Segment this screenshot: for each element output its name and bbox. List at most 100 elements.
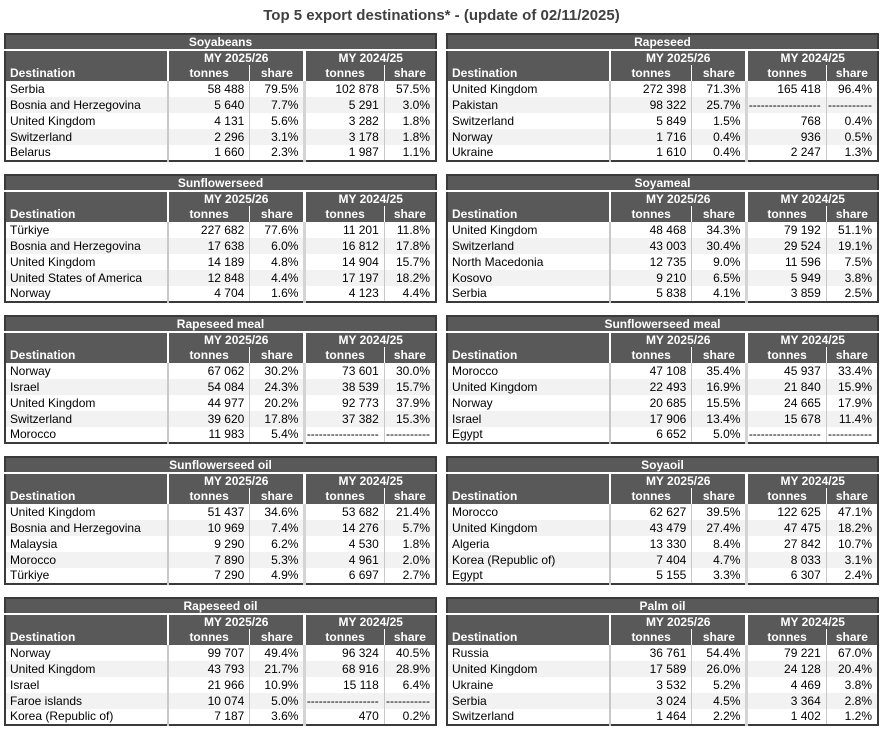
tonnes-2024-25-cell: 21 840 xyxy=(745,379,827,395)
share-2024-25-cell: 7.5% xyxy=(825,254,878,270)
destination-header: Destination xyxy=(447,629,610,645)
share-2024-25-cell: 5.7% xyxy=(383,520,436,536)
table-row: Egypt 6 652 5.0% ------------------ ----… xyxy=(447,427,878,443)
destination-header: Destination xyxy=(5,65,168,81)
table-body: Serbia 58 488 79.5% 102 878 57.5% Bosnia… xyxy=(5,81,436,161)
share-2025-26-cell: 7.7% xyxy=(249,97,305,113)
column-header-row: Destination tonnes share tonnes share xyxy=(5,629,436,645)
tonnes-2024-25-cell: 79 192 xyxy=(745,222,827,238)
commodity-table: Soyaoil MY 2025/26 MY 2024/25 Destinatio… xyxy=(446,456,879,585)
share-2025-26-cell: 25.7% xyxy=(691,97,747,113)
tonnes-2025-26-cell: 7 290 xyxy=(166,568,250,584)
share-2024-25-cell: ----------- xyxy=(383,693,436,709)
share-2024-25-cell: 19.1% xyxy=(825,238,878,254)
tonnes-2024-25-cell: 4 469 xyxy=(745,677,827,693)
tonnes-2024-25-cell: 470 xyxy=(303,709,385,725)
share-2024-25-cell: 15.7% xyxy=(383,254,436,270)
destination-cell: Türkiye xyxy=(10,222,50,237)
table-row: Switzerland 5 849 1.5% 768 0.4% xyxy=(447,113,878,129)
column-header-row: Destination tonnes share tonnes share xyxy=(447,488,878,504)
table-body: Türkiye 227 682 77.6% 11 201 11.8% Bosni… xyxy=(5,222,436,302)
tonnes-2025-26-cell: 99 707 xyxy=(166,645,250,661)
destination-cell: Switzerland xyxy=(452,113,515,128)
table-title-row: Sunflowerseed oil xyxy=(5,457,436,474)
share-2025-26-header: share xyxy=(691,206,747,222)
spacer-cell xyxy=(5,50,168,65)
share-2024-25-cell: 1.3% xyxy=(825,145,878,161)
tonnes-2025-26-cell: 44 977 xyxy=(166,395,250,411)
share-2025-26-cell: 5.3% xyxy=(249,552,305,568)
commodity-table: Rapeseed meal MY 2025/26 MY 2024/25 Dest… xyxy=(4,315,437,444)
tonnes-2024-25-cell: 4 123 xyxy=(303,286,385,302)
share-2024-25-cell: 2.0% xyxy=(383,552,436,568)
tonnes-2025-26-cell: 17 589 xyxy=(608,661,692,677)
table-title-row: Sunflowerseed meal xyxy=(447,316,878,333)
tonnes-2025-26-cell: 1 716 xyxy=(608,129,692,145)
my-2025-26-header: MY 2025/26 xyxy=(166,614,305,629)
table-body: Morocco 62 627 39.5% 122 625 47.1% Unite… xyxy=(447,504,878,584)
tonnes-2024-25-cell: 5 949 xyxy=(745,270,827,286)
share-2025-26-cell: 17.8% xyxy=(249,411,305,427)
tonnes-2024-25-cell: 2 247 xyxy=(745,145,827,161)
tonnes-2024-25-cell: 936 xyxy=(745,129,827,145)
share-2025-26-header: share xyxy=(249,347,305,363)
share-2024-25-header: share xyxy=(383,488,436,504)
tonnes-2025-26-cell: 20 685 xyxy=(608,395,692,411)
spacer-cell xyxy=(447,473,610,488)
tonnes-2024-25-cell: 15 678 xyxy=(745,411,827,427)
table-row: Algeria 13 330 8.4% 27 842 10.7% xyxy=(447,536,878,552)
spacer-cell xyxy=(447,50,610,65)
tonnes-2024-25-header: tonnes xyxy=(745,206,827,222)
share-2025-26-cell: 6.5% xyxy=(691,270,747,286)
table-title: Sunflowerseed oil xyxy=(5,457,436,474)
share-2025-26-cell: 8.4% xyxy=(691,536,747,552)
destination-cell: Korea (Republic of) xyxy=(10,709,114,723)
share-2025-26-cell: 16.9% xyxy=(691,379,747,395)
commodity-table: Sunflowerseed meal MY 2025/26 MY 2024/25… xyxy=(446,315,879,444)
destination-header: Destination xyxy=(447,206,610,222)
share-2025-26-cell: 35.4% xyxy=(691,363,747,379)
my-2025-26-header: MY 2025/26 xyxy=(166,473,305,488)
column-header-row: Destination tonnes share tonnes share xyxy=(5,347,436,363)
marketing-year-header-row: MY 2025/26 MY 2024/25 xyxy=(5,191,436,206)
tonnes-2025-26-cell: 2 296 xyxy=(166,129,250,145)
share-2025-26-header: share xyxy=(249,629,305,645)
table-title-row: Soyameal xyxy=(447,175,878,192)
my-2025-26-header: MY 2025/26 xyxy=(166,191,305,206)
marketing-year-header-row: MY 2025/26 MY 2024/25 xyxy=(5,473,436,488)
destination-cell: Bosnia and Herzegovina xyxy=(10,238,141,253)
table-row: Malaysia 9 290 6.2% 4 530 1.8% xyxy=(5,536,436,552)
my-2024-25-header: MY 2024/25 xyxy=(745,614,878,629)
share-2024-25-header: share xyxy=(383,206,436,222)
spacer-cell xyxy=(447,191,610,206)
share-2024-25-cell: 0.2% xyxy=(383,709,436,725)
share-2025-26-cell: 4.5% xyxy=(691,693,747,709)
tonnes-2025-26-cell: 9 210 xyxy=(608,270,692,286)
share-2025-26-header: share xyxy=(249,206,305,222)
share-2025-26-cell: 1.5% xyxy=(691,113,747,129)
table-body: United Kingdom 51 437 34.6% 53 682 21.4%… xyxy=(5,504,436,584)
commodity-table: Palm oil MY 2025/26 MY 2024/25 Destinati… xyxy=(446,597,879,726)
tonnes-2025-26-cell: 10 074 xyxy=(166,693,250,709)
my-2025-26-header: MY 2025/26 xyxy=(608,50,747,65)
tonnes-2024-25-cell: ------------------ xyxy=(303,693,385,709)
destination-header: Destination xyxy=(5,206,168,222)
destination-cell: Bosnia and Herzegovina xyxy=(10,97,141,112)
tonnes-2024-25-cell: 1 987 xyxy=(303,145,385,161)
table-row: Ukraine 3 532 5.2% 4 469 3.8% xyxy=(447,677,878,693)
tonnes-2024-25-cell: 11 596 xyxy=(745,254,827,270)
share-2025-26-cell: 34.6% xyxy=(249,504,305,520)
tonnes-2024-25-cell: ------------------ xyxy=(745,427,827,443)
destination-cell: Bosnia and Herzegovina xyxy=(10,520,141,535)
share-2024-25-cell: 0.4% xyxy=(825,113,878,129)
share-2025-26-header: share xyxy=(691,347,747,363)
share-2025-26-cell: 9.0% xyxy=(691,254,747,270)
my-2024-25-header: MY 2024/25 xyxy=(745,191,878,206)
share-2025-26-cell: 30.4% xyxy=(691,238,747,254)
table-row: Belarus 1 660 2.3% 1 987 1.1% xyxy=(5,145,436,161)
share-2024-25-cell: 96.4% xyxy=(825,81,878,97)
tonnes-2025-26-cell: 43 793 xyxy=(166,661,250,677)
tonnes-2024-25-cell: 4 961 xyxy=(303,552,385,568)
tonnes-2024-25-cell: 3 178 xyxy=(303,129,385,145)
destination-cell: Russia xyxy=(452,645,489,660)
